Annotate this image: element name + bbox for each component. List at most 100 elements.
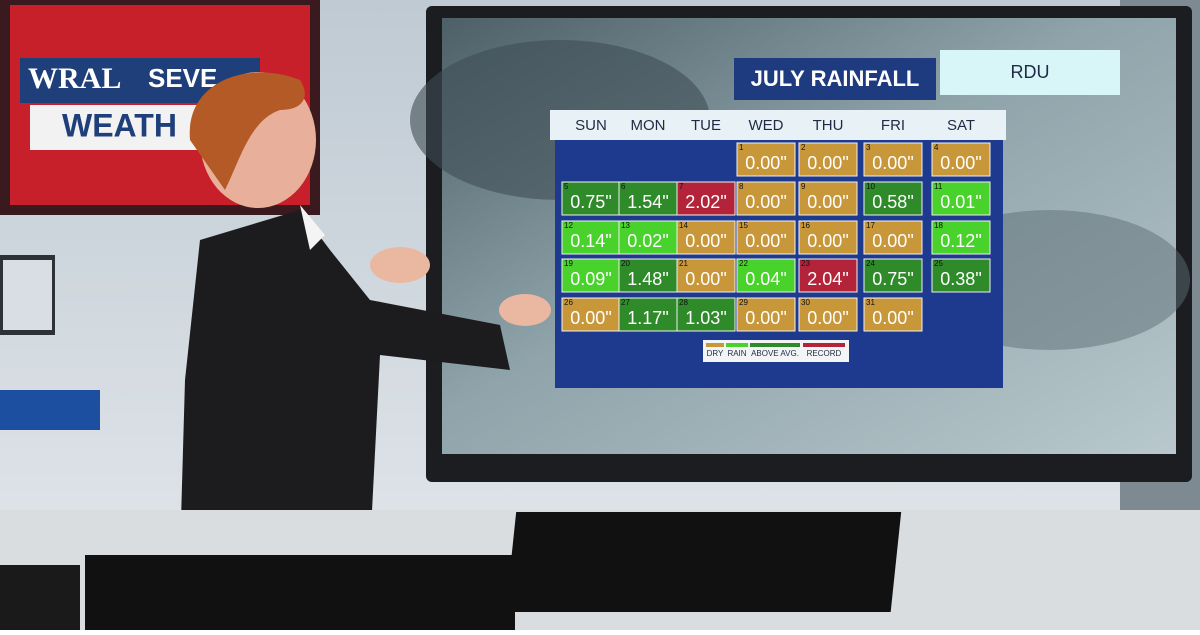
day-number: 4: [934, 143, 939, 152]
day-number: 22: [739, 259, 748, 268]
day-number: 9: [801, 182, 806, 191]
day-cell: [561, 220, 621, 255]
weekday-label: FRI: [881, 117, 905, 134]
day-number: 2: [801, 143, 806, 152]
day-number: 18: [934, 221, 943, 230]
day-cell: [863, 181, 923, 216]
legend: DRY RAIN ABOVE AVG. RECORD: [706, 343, 845, 358]
day-rain: 0.00": [872, 153, 913, 173]
day-rain: 0.00": [570, 308, 611, 328]
day-number: 8: [739, 182, 744, 191]
day-cell: [863, 258, 923, 293]
day-cell: [931, 142, 991, 177]
day-number: 15: [739, 221, 748, 230]
day-number: 23: [801, 259, 810, 268]
day-number: 19: [564, 259, 573, 268]
day-number: 24: [866, 259, 875, 268]
board-title: JULY RAINFALL: [751, 66, 920, 91]
day-number: 28: [679, 298, 688, 307]
day-number: 21: [679, 259, 688, 268]
day-cell: [863, 142, 923, 177]
day-rain: 0.58": [872, 192, 913, 212]
day-cell: [798, 181, 858, 216]
day-cell: [618, 181, 678, 216]
weekday-label: SUN: [575, 117, 607, 134]
day-cell: [863, 220, 923, 255]
day-number: 3: [866, 143, 871, 152]
day-rain: 0.00": [745, 153, 786, 173]
station-box: [940, 50, 1120, 95]
presenter-hair: [189, 72, 305, 190]
day-cell: [798, 258, 858, 293]
day-cell: [561, 258, 621, 293]
day-cell: [676, 297, 736, 332]
day-cell: [736, 181, 796, 216]
desk-monitor: [0, 565, 80, 630]
day-rain: 0.02": [627, 231, 668, 251]
day-cell: [798, 220, 858, 255]
logo-text: SEVE: [148, 63, 217, 93]
day-rain: 2.02": [685, 192, 726, 212]
legend-swatch: [750, 343, 800, 347]
day-rain: 0.14": [570, 231, 611, 251]
station-label: RDU: [1011, 62, 1050, 82]
day-cell: [736, 220, 796, 255]
day-number: 30: [801, 298, 810, 307]
legend-label: DRY: [707, 349, 724, 358]
day-cell: [736, 297, 796, 332]
day-rain: 0.00": [872, 308, 913, 328]
desk-monitor: [85, 555, 515, 630]
monitor-screen: [3, 260, 52, 330]
day-rain: 0.12": [940, 231, 981, 251]
day-rain: 0.38": [940, 269, 981, 289]
day-number: 7: [679, 182, 684, 191]
day-number: 1: [739, 143, 744, 152]
day-number: 12: [564, 221, 573, 230]
presenter-collar: [300, 205, 325, 250]
weekday-label: MON: [631, 117, 666, 134]
day-cell: [736, 142, 796, 177]
day-rain: 0.01": [940, 192, 981, 212]
day-rain: 0.00": [807, 308, 848, 328]
day-rain: 0.00": [685, 269, 726, 289]
day-rain: 0.75": [872, 269, 913, 289]
weekday-header: [550, 110, 1006, 140]
legend-label: RECORD: [807, 349, 842, 358]
day-number: 6: [621, 182, 626, 191]
day-cell: [798, 142, 858, 177]
day-rain: 1.54": [627, 192, 668, 212]
day-rain: 0.00": [940, 153, 981, 173]
day-cell: [863, 297, 923, 332]
day-rain: 1.48": [627, 269, 668, 289]
presenter-hand: [370, 247, 430, 283]
day-cell: [931, 220, 991, 255]
day-rain: 0.00": [807, 231, 848, 251]
presenter-suit: [180, 210, 510, 555]
presenter-hand: [499, 294, 551, 326]
day-rain: 0.00": [872, 231, 913, 251]
day-number: 26: [564, 298, 573, 307]
weekday-label: SAT: [947, 117, 975, 134]
day-rain: 0.00": [745, 231, 786, 251]
day-rain: 0.00": [807, 153, 848, 173]
day-cell: [931, 181, 991, 216]
day-number: 27: [621, 298, 630, 307]
day-cell: [618, 258, 678, 293]
day-cell: [931, 258, 991, 293]
desk-monitor: [505, 512, 902, 612]
day-rain: 1.17": [627, 308, 668, 328]
day-rain: 0.00": [745, 192, 786, 212]
day-number: 10: [866, 182, 875, 191]
day-rain: 0.00": [685, 231, 726, 251]
day-cell: [676, 181, 736, 216]
day-rain: 0.00": [745, 308, 786, 328]
calendar: SUN MON TUE WED THU FRI SAT10.00"20.00"30.00"4…: [561, 117, 991, 332]
logo-text: WRAL: [28, 62, 121, 95]
day-number: 31: [866, 298, 875, 307]
day-cell: [798, 297, 858, 332]
weekday-label: THU: [813, 117, 844, 134]
weekday-label: TUE: [691, 117, 721, 134]
day-cell: [676, 258, 736, 293]
day-number: 16: [801, 221, 810, 230]
